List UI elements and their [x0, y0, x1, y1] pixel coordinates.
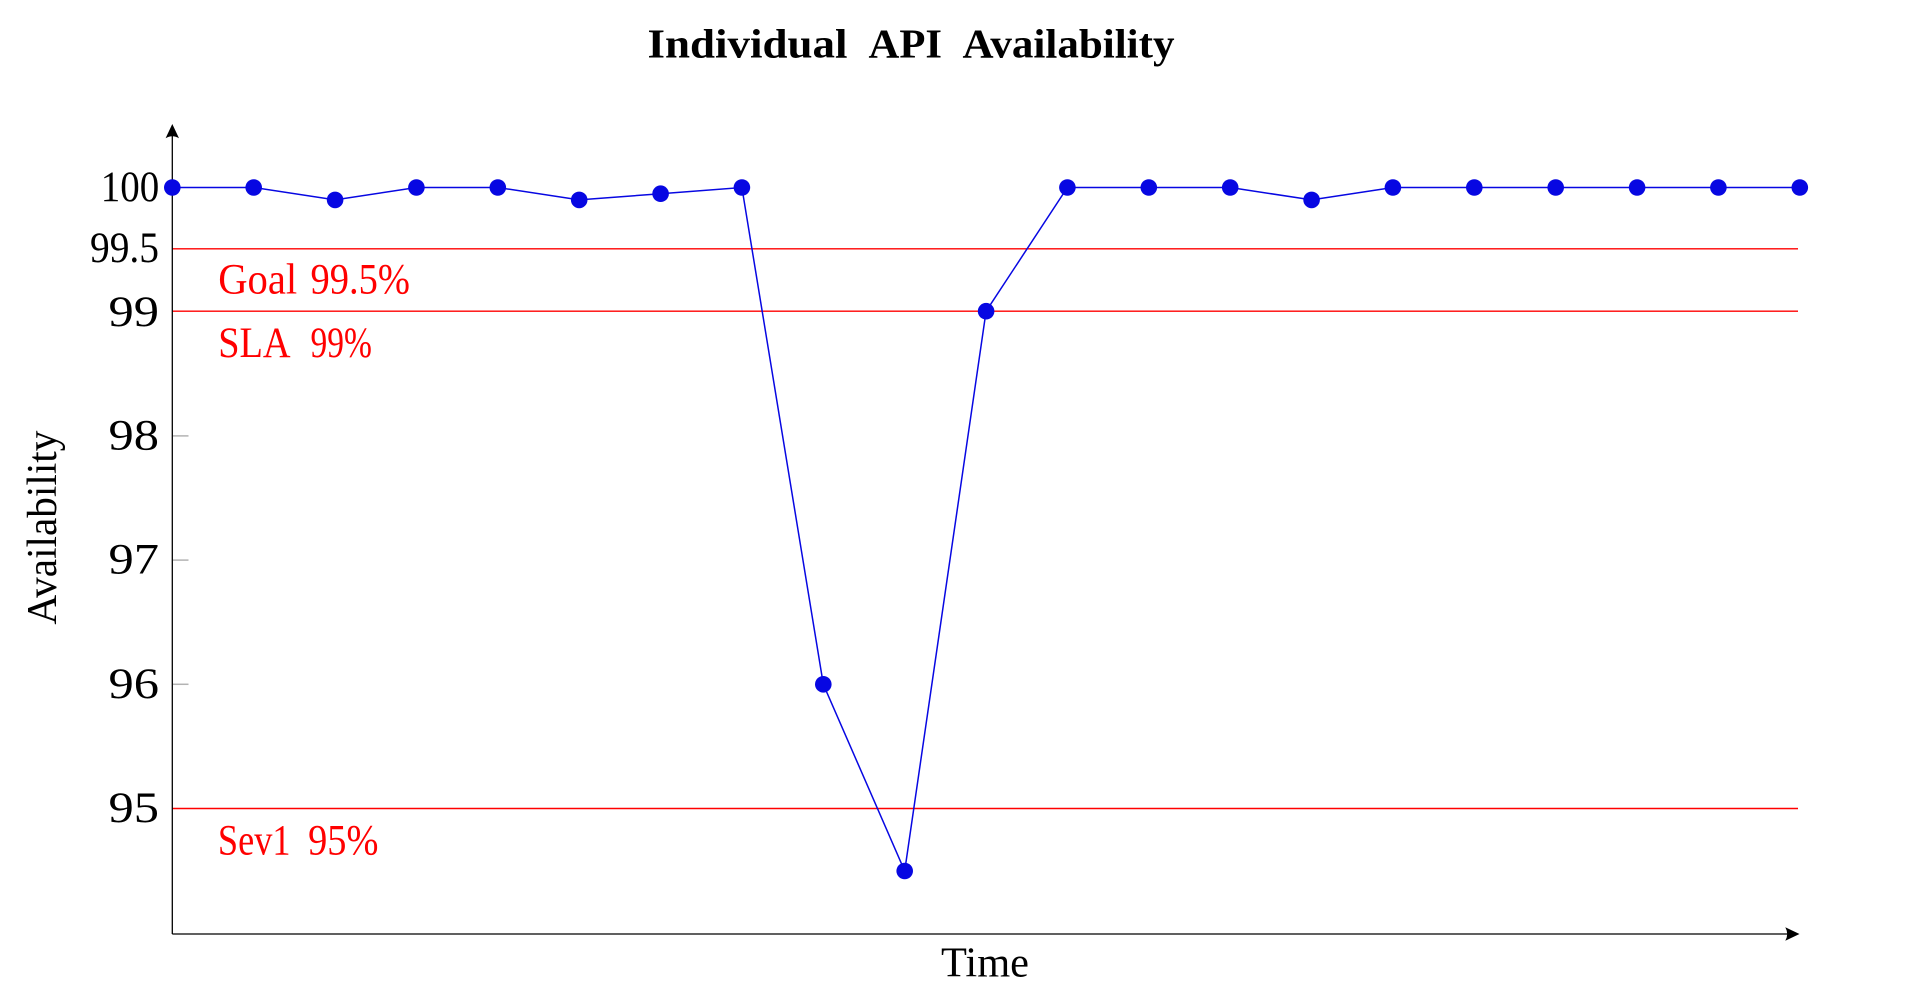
- svg-text:Goal: Goal: [218, 256, 297, 304]
- svg-text:97: 97: [109, 537, 160, 584]
- svg-text:99: 99: [109, 289, 160, 336]
- svg-text:Availability: Availability: [963, 21, 1175, 67]
- svg-text:99.5%: 99.5%: [311, 256, 410, 304]
- svg-text:98: 98: [109, 412, 160, 459]
- svg-text:Time: Time: [941, 940, 1029, 987]
- svg-text:Individual: Individual: [648, 21, 848, 67]
- svg-text:96: 96: [109, 661, 160, 708]
- svg-text:100: 100: [101, 164, 160, 211]
- svg-text:95: 95: [109, 785, 160, 832]
- svg-text:Sev1: Sev1: [218, 816, 291, 864]
- svg-text:Availability: Availability: [19, 430, 66, 625]
- svg-text:95%: 95%: [308, 816, 378, 864]
- svg-text:99%: 99%: [311, 319, 372, 367]
- svg-text:99.5: 99.5: [90, 225, 159, 272]
- svg-text:API: API: [869, 21, 943, 67]
- svg-text:SLA: SLA: [218, 319, 291, 367]
